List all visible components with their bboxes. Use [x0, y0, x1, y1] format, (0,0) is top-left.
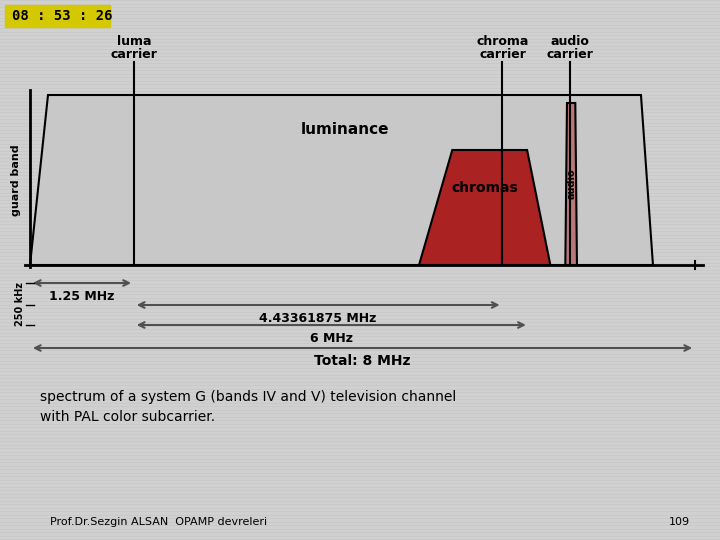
Polygon shape — [565, 103, 577, 265]
Text: carrier: carrier — [479, 48, 526, 61]
Text: guard band: guard band — [11, 144, 21, 216]
FancyBboxPatch shape — [5, 5, 110, 27]
Text: 6 MHz: 6 MHz — [310, 332, 353, 345]
Text: 1.25 MHz: 1.25 MHz — [49, 289, 114, 302]
Text: 08 : 53 : 26: 08 : 53 : 26 — [12, 9, 112, 23]
Text: with PAL color subcarrier.: with PAL color subcarrier. — [40, 410, 215, 424]
Text: chroma: chroma — [476, 35, 528, 48]
Text: chromas: chromas — [451, 181, 518, 195]
Text: 4.43361875 MHz: 4.43361875 MHz — [259, 312, 377, 325]
Text: Total: 8 MHz: Total: 8 MHz — [314, 354, 410, 368]
Text: audio: audio — [566, 168, 576, 199]
Text: spectrum of a system G (bands IV and V) television channel: spectrum of a system G (bands IV and V) … — [40, 390, 456, 404]
Text: carrier: carrier — [110, 48, 158, 61]
Polygon shape — [30, 95, 653, 265]
Text: audio: audio — [551, 35, 590, 48]
Text: carrier: carrier — [547, 48, 594, 61]
Text: 250 kHz: 250 kHz — [15, 282, 25, 326]
Text: luminance: luminance — [301, 123, 390, 138]
Text: Prof.Dr.Sezgin ALSAN  OPAMP devreleri: Prof.Dr.Sezgin ALSAN OPAMP devreleri — [50, 517, 267, 527]
Text: luma: luma — [117, 35, 151, 48]
Polygon shape — [419, 150, 550, 265]
Text: 109: 109 — [669, 517, 690, 527]
